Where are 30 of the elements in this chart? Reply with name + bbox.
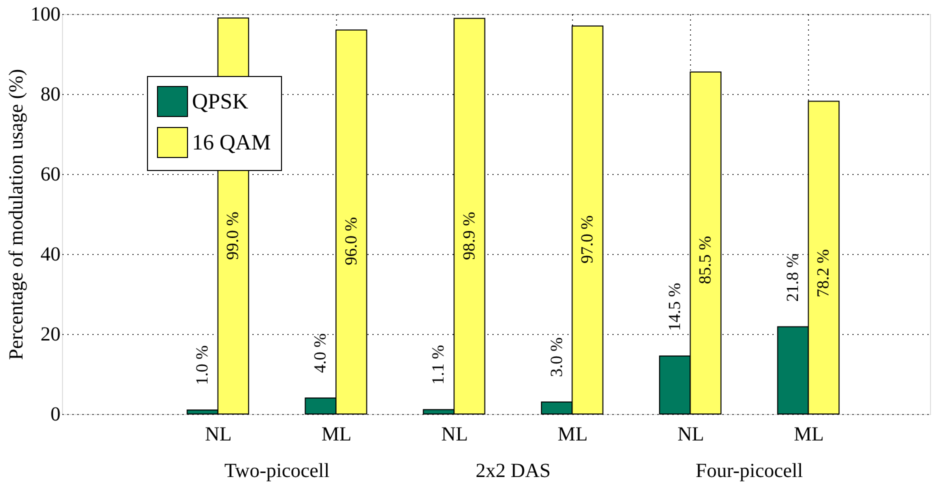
text: 2x2 DAS [476, 460, 551, 482]
x-tick-label: NL [441, 424, 468, 446]
y-tick-label: 100 [30, 4, 60, 26]
y-tick-label: 40 [40, 244, 60, 266]
data-label: 1.0 % [192, 345, 212, 385]
y-tick-label: 20 [40, 324, 60, 346]
y-tick-label: 60 [40, 164, 60, 186]
data-label: 99.0 % [223, 212, 242, 260]
y-axis-title: Percentage of modulation usage (%) [6, 68, 28, 360]
y-tick-label: 80 [40, 84, 60, 106]
data-label: 96.0 % [341, 217, 360, 266]
x-tick-label: ML [321, 424, 352, 446]
data-label: 3.0 % [546, 337, 566, 377]
data-label: 21.8 % [783, 254, 802, 302]
x-tick-label: ML [794, 424, 824, 446]
y-tick-label: 0 [50, 404, 60, 426]
data-label: 78.2 % [814, 249, 833, 298]
data-label: 85.5 % [696, 236, 715, 284]
text: Four-picocell [696, 460, 804, 482]
x-tick-label: NL [205, 424, 232, 446]
data-label: 14.5 % [664, 282, 684, 331]
text: Two-picocell [224, 460, 330, 482]
x-tick-label: ML [558, 424, 588, 446]
legend-label: QPSK [192, 88, 248, 114]
data-label: 97.0 % [578, 215, 597, 264]
data-label: 4.0 % [310, 333, 330, 373]
data-label: 98.9 % [459, 212, 478, 260]
legend-label: 16 QAM [192, 130, 271, 154]
data-label: 1.1 % [428, 344, 448, 385]
x-tick-label: NL [677, 424, 704, 446]
